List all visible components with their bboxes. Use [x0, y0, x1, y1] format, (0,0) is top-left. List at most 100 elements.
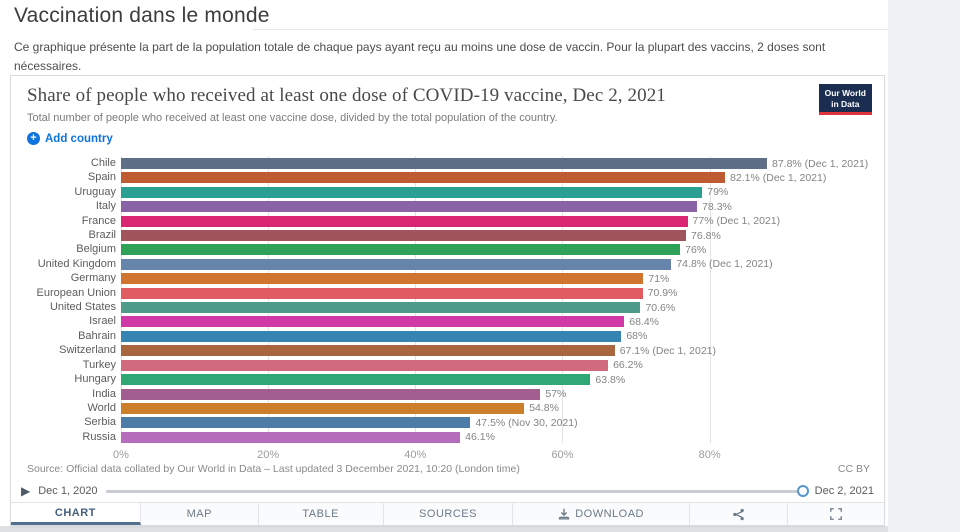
bar-value-label: 78.3% — [702, 200, 732, 213]
timeline-track[interactable] — [105, 485, 809, 497]
tab-map[interactable]: MAP — [140, 503, 259, 525]
bar-value-label: 47.5% (Nov 30, 2021) — [475, 416, 578, 429]
play-icon[interactable]: ▶ — [21, 484, 31, 498]
bar-track: 70.6% — [121, 302, 870, 314]
bar-track: 78.3% — [121, 201, 870, 213]
bar[interactable]: 76.8% — [121, 230, 721, 242]
tab-sources-label: SOURCES — [419, 508, 477, 520]
page-right-gutter — [888, 0, 960, 532]
owid-chart-card: Share of people who received at least on… — [10, 75, 885, 526]
bar-value-label: 67.1% (Dec 1, 2021) — [619, 344, 716, 357]
bar[interactable]: 57% — [121, 388, 566, 400]
add-country-button[interactable]: + Add country — [27, 132, 113, 145]
tab-fullscreen[interactable] — [787, 503, 884, 525]
country-label[interactable]: Germany — [70, 272, 116, 285]
country-label[interactable]: Spain — [87, 171, 116, 184]
country-label[interactable]: Uruguay — [74, 185, 116, 198]
tab-download-label: DOWNLOAD — [575, 508, 644, 520]
bar-value-label: 46.1% — [465, 431, 495, 444]
country-label[interactable]: Brazil — [88, 229, 116, 242]
tab-chart[interactable]: CHART — [11, 503, 141, 525]
tab-table[interactable]: TABLE — [258, 503, 384, 525]
bar[interactable]: 54.8% — [121, 402, 559, 414]
bar-row: Bahrain 68% — [27, 329, 870, 342]
bar-row: Israel 68.4% — [27, 315, 870, 328]
license-link[interactable]: CC BY — [837, 463, 870, 475]
x-tick-label: 60% — [551, 449, 574, 461]
gridline — [562, 156, 564, 443]
bar-value-label: 57% — [545, 388, 567, 400]
bar-row: Spain 82.1% (Dec 1, 2021) — [27, 171, 870, 184]
page-title: Vaccination dans le monde — [14, 4, 270, 27]
bar-row: Switzerland 67.1% (Dec 1, 2021) — [27, 344, 870, 357]
tab-sources[interactable]: SOURCES — [383, 503, 514, 525]
bar[interactable]: 78.3% — [121, 201, 732, 213]
country-label[interactable]: France — [81, 214, 116, 227]
bar-value-label: 70.6% — [645, 301, 676, 314]
card-bottom-shadow — [0, 526, 888, 532]
bar-row: United States 70.6% — [27, 301, 870, 314]
bar-row: European Union 70.9% — [27, 286, 870, 299]
tab-download[interactable]: DOWNLOAD — [513, 503, 690, 525]
timeline-end-date[interactable]: Dec 2, 2021 — [814, 485, 874, 497]
country-label[interactable]: Israel — [89, 315, 116, 328]
bar[interactable]: 70.6% — [121, 302, 675, 314]
timeline-start-date[interactable]: Dec 1, 2020 — [38, 485, 98, 497]
bar[interactable]: 66.2% — [121, 359, 643, 371]
bar-track: 82.1% (Dec 1, 2021) — [121, 172, 870, 184]
bar-row: World 54.8% — [27, 401, 870, 414]
bar[interactable]: 87.8% (Dec 1, 2021) — [121, 158, 868, 170]
download-icon — [558, 508, 570, 520]
bar-track: 68.4% — [121, 316, 870, 328]
bar[interactable]: 68.4% — [121, 316, 659, 328]
bar-track: 57% — [121, 388, 870, 400]
timeline-handle[interactable] — [796, 485, 809, 497]
bar[interactable]: 70.9% — [121, 287, 677, 299]
tab-share[interactable] — [689, 503, 788, 525]
share-icon — [732, 508, 745, 521]
bar-row: Belgium 76% — [27, 243, 870, 256]
country-label[interactable]: World — [87, 401, 116, 414]
owid-logo[interactable]: Our World in Data — [818, 84, 872, 116]
country-label[interactable]: United Kingdom — [37, 257, 116, 270]
country-label[interactable]: United States — [49, 301, 116, 314]
page-description: Ce graphique présente la part de la popu… — [14, 40, 826, 73]
bar-value-label: 76% — [685, 243, 707, 256]
bar-track: 77% (Dec 1, 2021) — [121, 215, 870, 227]
country-label[interactable]: Bahrain — [78, 329, 116, 342]
country-label[interactable]: Turkey — [82, 358, 116, 371]
country-label[interactable]: Serbia — [84, 416, 116, 429]
source-note: Source: Official data collated by Our Wo… — [27, 463, 520, 475]
country-label[interactable]: Belgium — [76, 243, 116, 256]
bar-value-label: 68% — [626, 330, 648, 343]
country-label[interactable]: Hungary — [74, 373, 116, 386]
bar[interactable]: 76% — [121, 244, 706, 256]
bar[interactable]: 77% (Dec 1, 2021) — [121, 215, 780, 227]
bar-value-label: 63.8% — [595, 373, 626, 386]
x-tick-label: 80% — [698, 449, 721, 461]
country-label[interactable]: Russia — [82, 430, 116, 443]
country-label[interactable]: European Union — [36, 286, 116, 299]
bar-track: 76.8% — [121, 230, 870, 242]
country-label[interactable]: Chile — [90, 157, 116, 169]
bar[interactable]: 82.1% (Dec 1, 2021) — [121, 172, 826, 184]
country-label[interactable]: Switzerland — [59, 344, 116, 357]
bar-row: United Kingdom 74.8% (Dec 1, 2021) — [27, 257, 870, 270]
bar-track: 79% — [121, 186, 870, 198]
bar-track: 47.5% (Nov 30, 2021) — [121, 417, 870, 429]
bar[interactable]: 71% — [121, 273, 669, 285]
bar[interactable]: 74.8% (Dec 1, 2021) — [121, 258, 773, 270]
bar[interactable]: 79% — [121, 186, 728, 198]
bar[interactable]: 68% — [121, 330, 647, 342]
bar[interactable]: 47.5% (Nov 30, 2021) — [121, 417, 578, 429]
bar[interactable]: 67.1% (Dec 1, 2021) — [121, 345, 716, 357]
gridline — [415, 156, 417, 443]
country-label[interactable]: India — [92, 387, 116, 400]
bar-value-label: 82.1% (Dec 1, 2021) — [730, 171, 827, 184]
chart-footer: Source: Official data collated by Our Wo… — [27, 463, 870, 475]
country-label[interactable]: Italy — [95, 200, 116, 213]
bar-track: 54.8% — [121, 402, 870, 414]
bar[interactable]: 46.1% — [121, 431, 495, 443]
bar[interactable]: 63.8% — [121, 374, 625, 386]
